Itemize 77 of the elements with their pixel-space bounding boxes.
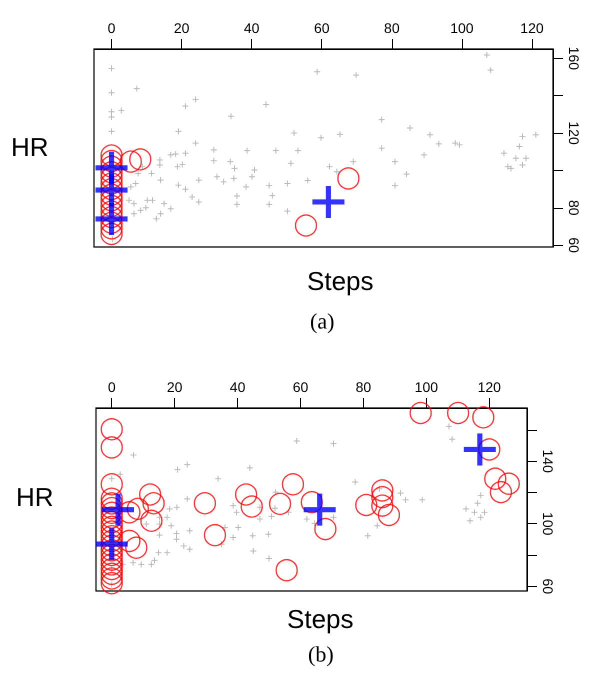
point xyxy=(371,486,394,508)
point xyxy=(276,559,298,582)
x-tick-label: 20 xyxy=(166,379,183,395)
y-tick-label: 80 xyxy=(566,200,582,216)
point xyxy=(484,468,506,490)
point xyxy=(100,144,123,167)
point xyxy=(240,495,263,518)
point xyxy=(337,167,360,190)
x-tick-label: 120 xyxy=(520,20,544,36)
point xyxy=(312,186,344,218)
point xyxy=(355,494,378,516)
point xyxy=(410,402,432,424)
point xyxy=(314,518,336,540)
point xyxy=(100,516,123,538)
point xyxy=(100,194,123,218)
x-tick-label: 0 xyxy=(108,20,116,36)
y-tick-label: 60 xyxy=(540,578,556,594)
point xyxy=(204,524,226,546)
text: (b) xyxy=(308,642,334,666)
x-tick-label: 80 xyxy=(384,20,400,36)
x-tick-label: 80 xyxy=(356,379,372,395)
point xyxy=(100,511,123,534)
point xyxy=(446,402,470,424)
y-axis-title: HR xyxy=(16,482,54,512)
point xyxy=(304,494,336,526)
point xyxy=(120,150,142,173)
point xyxy=(498,472,520,495)
point xyxy=(142,492,165,514)
x-tick-label: 120 xyxy=(478,379,502,395)
x-tick-label: 100 xyxy=(414,379,438,395)
y-tick-label: 60 xyxy=(566,237,582,254)
point xyxy=(234,483,258,506)
x-tick-label: 60 xyxy=(292,379,308,395)
y-tick-label: 120 xyxy=(566,121,582,145)
point xyxy=(100,562,123,585)
point xyxy=(282,473,304,496)
x-tick-label: 0 xyxy=(108,379,116,395)
point xyxy=(100,436,123,459)
x-axis-title: Steps xyxy=(287,604,354,634)
point xyxy=(100,473,123,496)
x-tick-label: 40 xyxy=(244,20,260,36)
point xyxy=(100,553,123,576)
point xyxy=(464,433,496,466)
point xyxy=(96,202,128,235)
point xyxy=(96,528,128,560)
point xyxy=(378,504,400,526)
point xyxy=(126,498,149,520)
x-tick-label: 40 xyxy=(230,379,246,395)
point xyxy=(118,530,140,552)
point xyxy=(100,548,123,571)
y-axis-title: HR xyxy=(11,132,49,162)
y-tick-label: 140 xyxy=(540,450,556,474)
point xyxy=(472,406,494,429)
point xyxy=(100,222,123,246)
x-tick-label: 60 xyxy=(314,20,330,36)
x-tick-label: 100 xyxy=(450,20,474,36)
x-axis-title: Steps xyxy=(307,266,374,296)
y-tick-label: 160 xyxy=(566,46,582,70)
text: (a) xyxy=(310,308,334,334)
point xyxy=(490,481,512,504)
point xyxy=(100,572,123,594)
point xyxy=(194,492,216,514)
x-tick-label: 20 xyxy=(174,20,190,36)
point xyxy=(100,418,123,440)
point xyxy=(140,510,163,532)
point xyxy=(129,148,152,171)
point xyxy=(371,479,394,502)
point xyxy=(102,494,134,526)
point xyxy=(100,520,123,543)
point xyxy=(371,494,394,517)
point xyxy=(294,214,318,237)
point xyxy=(100,558,123,580)
point xyxy=(125,536,148,559)
point xyxy=(138,483,162,506)
y-tick-label: 100 xyxy=(540,512,556,536)
point xyxy=(100,567,123,590)
point xyxy=(268,492,292,516)
